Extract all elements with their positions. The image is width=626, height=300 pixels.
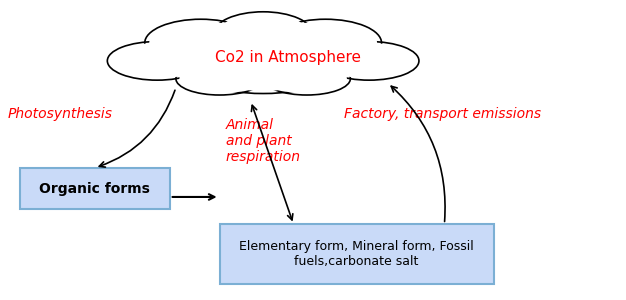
Text: Photosynthesis: Photosynthesis (8, 107, 113, 121)
Text: Factory, transport emissions: Factory, transport emissions (344, 107, 541, 121)
Ellipse shape (176, 28, 351, 94)
Text: Animal
and plant
respiration: Animal and plant respiration (226, 118, 300, 164)
Ellipse shape (274, 21, 377, 65)
FancyBboxPatch shape (220, 224, 494, 284)
Text: Organic forms: Organic forms (39, 182, 150, 196)
Ellipse shape (107, 41, 207, 80)
Ellipse shape (217, 14, 309, 55)
Ellipse shape (149, 21, 252, 65)
Ellipse shape (269, 19, 382, 67)
Ellipse shape (319, 41, 419, 80)
Ellipse shape (111, 43, 203, 79)
Ellipse shape (180, 64, 260, 94)
Ellipse shape (213, 12, 313, 56)
Text: Elementary form, Mineral form, Fossil
fuels,carbonate salt: Elementary form, Mineral form, Fossil fu… (239, 240, 474, 268)
Text: Co2 in Atmosphere: Co2 in Atmosphere (215, 50, 361, 65)
Ellipse shape (145, 19, 257, 67)
Ellipse shape (183, 31, 344, 91)
FancyBboxPatch shape (20, 168, 170, 209)
Ellipse shape (323, 43, 415, 79)
Ellipse shape (176, 62, 263, 95)
Ellipse shape (267, 64, 347, 94)
Ellipse shape (263, 62, 351, 95)
